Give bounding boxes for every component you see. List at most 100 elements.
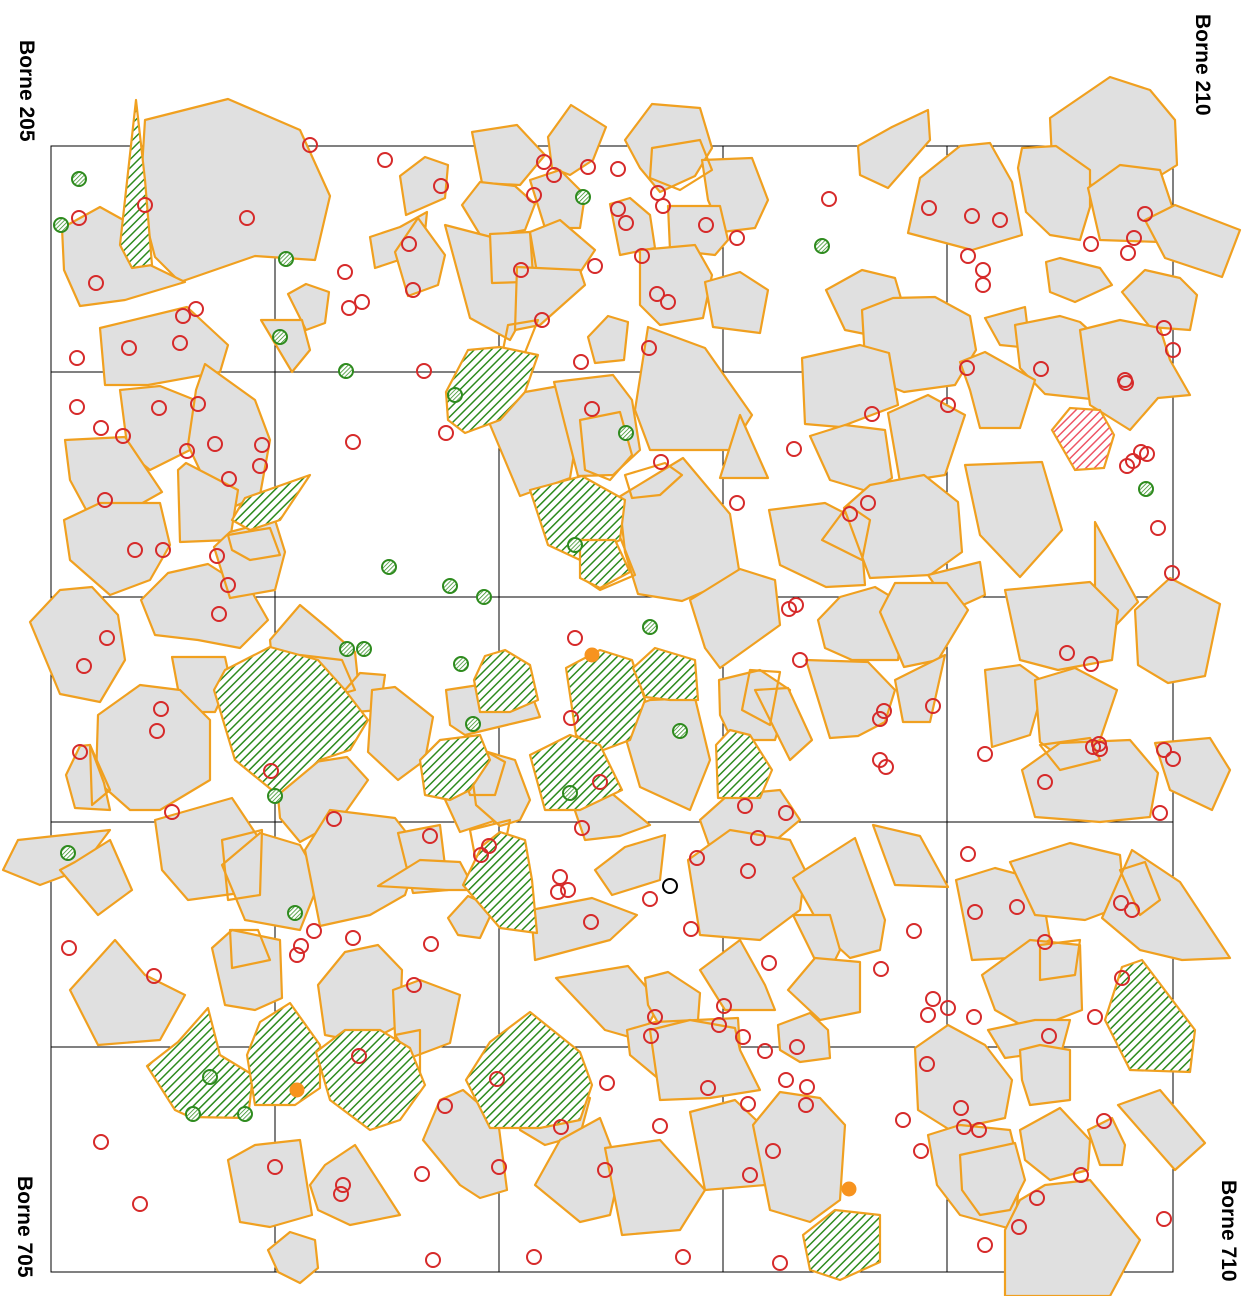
red-circle [1124,902,1140,918]
grey-polygon [786,956,862,1022]
red-circle [778,805,794,821]
red-circle [895,1112,911,1128]
green-circle [381,559,397,575]
red-circle [1139,446,1155,462]
red-circles [61,137,1181,1271]
red-circle [121,340,137,356]
red-circle [750,830,766,846]
grey-polygon [68,938,187,1047]
green-circle [567,537,583,553]
green-hatched-polygon [245,1001,322,1107]
grey-polygon [60,205,187,308]
red-circle [940,397,956,413]
red-circle [580,159,596,175]
green-hatched-polygon [464,1010,594,1130]
red-circle [1073,1167,1089,1183]
red-circle [761,955,777,971]
red-circle [584,401,600,417]
grey-polygon [958,1141,1027,1217]
green-hatched-polygon [461,830,539,935]
red-circle [423,936,439,952]
red-circle [597,1162,613,1178]
green-circle [267,788,283,804]
red-circle [326,811,342,827]
grey-polygon [688,567,782,670]
red-circle [698,217,714,233]
grey-polygon [1018,1043,1072,1107]
red-circle [860,495,876,511]
green-circle [672,723,688,739]
red-circle [401,236,417,252]
red-circle [925,991,941,1007]
red-circle [137,197,153,213]
red-circle [513,262,529,278]
green-circle [356,641,372,657]
outline-polygon [220,828,264,902]
green-circle [71,171,87,187]
red-circle [652,1118,668,1134]
red-circle [1165,751,1181,767]
grey-polygon [98,305,230,387]
red-circle [729,495,745,511]
red-circle [1152,805,1168,821]
outline-polygon [648,138,714,192]
red-circle [76,658,92,674]
red-circle [1156,1211,1172,1227]
grey-polygon [210,928,284,1012]
red-circle [188,301,204,317]
red-circle [864,406,880,422]
red-circle [405,282,421,298]
grey-polygon [546,103,608,177]
red-circle [821,191,837,207]
grey-polygon [1133,576,1222,685]
orange-circle [841,1181,857,1197]
grey-polygon [303,808,422,928]
red-circle [1037,774,1053,790]
red-circle [433,178,449,194]
red-circle [660,294,676,310]
grey-polygon [266,1230,320,1285]
grey-polygon [718,413,770,480]
grey-polygon [856,108,932,190]
red-circle [772,1255,788,1271]
red-circle [977,746,993,762]
red-circle [146,968,162,984]
grey-polygon [1018,1106,1092,1182]
red-circle [69,350,85,366]
red-circle [647,1009,663,1025]
grey-polygon [648,1018,762,1102]
red-circle [599,1075,615,1091]
grey-polygon [1078,318,1192,432]
green-hatched-polygon [118,98,154,270]
green-circle [185,1106,201,1122]
grey-polygon [470,123,547,187]
grey-polygon [638,243,714,327]
red-circle [789,1039,805,1055]
red-circle [1041,1028,1057,1044]
red-circle [252,458,268,474]
outline-polygon [740,668,782,727]
outline-polygon [623,461,684,500]
grey-polygon [94,683,212,812]
red-circle [971,1122,987,1138]
red-circle [992,212,1008,228]
red-circle [550,884,566,900]
red-hatched-polygon [1050,406,1116,472]
red-circle [587,258,603,274]
grey-polygon [800,343,900,429]
red-circle [953,1100,969,1116]
red-circle [526,1249,542,1265]
black-circle [662,878,678,894]
grey-polygon [468,750,532,828]
red-circle [72,744,88,760]
red-circle [333,1186,349,1202]
grey-polygon [1003,1178,1142,1296]
orange-circles [289,647,857,1197]
red-circle [610,161,626,177]
red-circle [377,152,393,168]
red-circle [1120,245,1136,261]
corner-label-bottom-left: Borne 705 [13,1176,36,1278]
red-circle [610,201,626,217]
grey-polygon [767,501,867,589]
